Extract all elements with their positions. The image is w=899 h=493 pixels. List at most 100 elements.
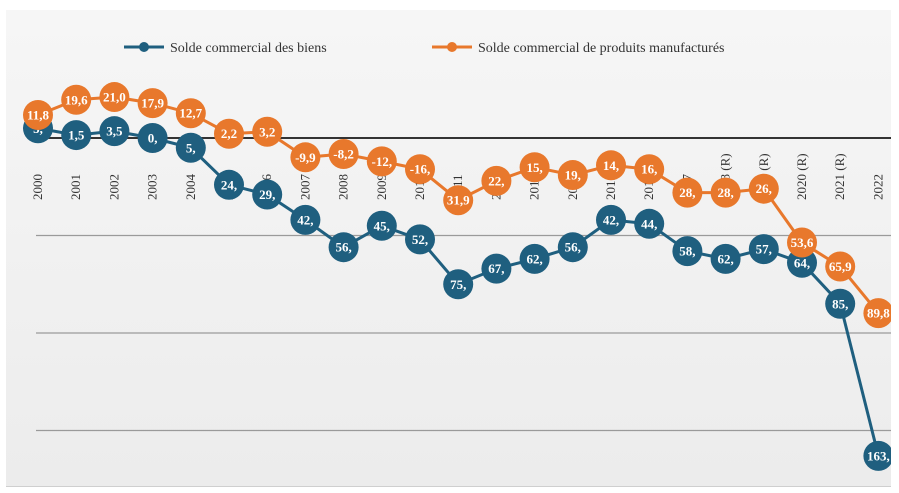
data-label: 56, — [565, 240, 581, 255]
data-point — [175, 132, 206, 163]
data-point — [61, 84, 92, 115]
data-label: 89,8 — [867, 306, 890, 321]
x-tick-label: 2021 (R) — [832, 153, 847, 200]
x-tick-label: 2001 — [68, 174, 83, 200]
data-label: 62, — [717, 251, 733, 266]
data-point — [596, 150, 626, 181]
data-point — [328, 232, 359, 263]
data-label: -9,9 — [295, 150, 316, 165]
data-label: 67, — [488, 261, 504, 276]
data-point — [99, 116, 130, 147]
data-label: 28, — [717, 185, 733, 200]
data-label: 1,5 — [68, 128, 85, 143]
data-point — [99, 82, 130, 113]
data-point — [634, 208, 665, 239]
x-tick-label: 2003 — [145, 174, 160, 200]
data-point — [672, 177, 703, 208]
data-label: 19, — [565, 168, 581, 183]
data-point — [366, 146, 397, 177]
data-point — [443, 269, 474, 300]
x-tick-label: 2000 — [30, 174, 45, 200]
data-label: 11,8 — [27, 107, 50, 122]
data-label: 52, — [412, 232, 428, 247]
data-point — [557, 232, 588, 263]
x-tick-label: 2008 — [336, 174, 351, 200]
x-tick-label: 2007 — [297, 174, 312, 201]
data-label: 44, — [641, 216, 657, 231]
data-label: 28, — [679, 185, 695, 200]
data-point — [863, 440, 891, 471]
data-label: 3,2 — [259, 124, 275, 139]
data-point — [519, 152, 550, 183]
data-point — [710, 243, 741, 274]
data-label: 3,5 — [106, 124, 123, 139]
data-point — [23, 99, 53, 130]
data-point — [252, 179, 283, 210]
chart-area: 2000200120022003200420052006200720082009… — [6, 10, 891, 487]
data-label: 42, — [603, 212, 619, 227]
data-label: 42, — [297, 212, 313, 227]
data-point — [825, 288, 856, 319]
data-point — [634, 154, 665, 185]
line-chart: 2000200120022003200420052006200720082009… — [23, 41, 891, 471]
data-point — [61, 120, 92, 151]
legend-label-2: Solde commercial de produits manufacturé… — [478, 41, 724, 56]
x-tick-label: 2022 — [870, 174, 885, 200]
data-label: 53,6 — [791, 235, 814, 250]
data-label: 5, — [186, 140, 196, 155]
data-label: -12, — [372, 154, 393, 169]
data-point — [557, 160, 588, 191]
data-point — [137, 123, 168, 153]
data-label: 16, — [641, 162, 657, 177]
data-label: 15, — [526, 160, 542, 175]
data-label: 2,2 — [221, 126, 237, 141]
data-label: 14, — [603, 158, 619, 173]
data-point — [748, 234, 779, 265]
data-point — [863, 298, 891, 329]
x-tick-label: 2002 — [106, 174, 121, 200]
data-label: 57, — [756, 242, 772, 257]
x-tick-label: 2020 (R) — [794, 153, 809, 200]
data-point — [519, 243, 550, 274]
data-label: 65,9 — [829, 259, 852, 274]
data-point — [290, 142, 321, 173]
data-label: -16, — [410, 162, 431, 177]
data-point — [481, 165, 512, 196]
data-label: 31,9 — [447, 193, 470, 208]
data-label: 21,0 — [103, 90, 126, 105]
x-tick-label: 2004 — [183, 174, 198, 201]
x-tick-label: 2015 — [603, 174, 618, 200]
data-label: 85, — [832, 296, 848, 311]
data-point — [443, 185, 474, 216]
data-label: 24, — [221, 177, 237, 192]
data-point — [328, 138, 359, 169]
data-label: 163, — [867, 448, 890, 463]
data-point — [214, 169, 244, 200]
data-point — [405, 154, 435, 185]
data-label: 17,9 — [141, 96, 164, 111]
data-label: 64, — [794, 255, 810, 270]
data-point — [137, 88, 168, 119]
data-point — [175, 98, 206, 129]
data-point — [596, 204, 626, 235]
data-label: 58, — [679, 244, 695, 259]
data-point — [214, 118, 244, 149]
data-point — [710, 177, 741, 208]
x-tick-label: 2009 — [374, 174, 389, 200]
data-label: 0, — [148, 131, 158, 146]
data-label: 26, — [756, 181, 772, 196]
data-label: 75, — [450, 277, 466, 292]
data-label: 45, — [374, 218, 390, 233]
data-label: 22, — [488, 173, 504, 188]
data-point — [672, 236, 703, 267]
data-point — [825, 251, 856, 282]
data-label: 62, — [526, 251, 542, 266]
data-point — [405, 224, 435, 255]
data-label: 56, — [335, 240, 351, 255]
data-label: -8,2 — [333, 146, 354, 161]
data-point — [481, 253, 512, 284]
data-label: 12,7 — [179, 106, 202, 121]
data-point — [252, 116, 283, 147]
data-label: 19,6 — [65, 92, 88, 107]
data-point — [787, 227, 817, 258]
